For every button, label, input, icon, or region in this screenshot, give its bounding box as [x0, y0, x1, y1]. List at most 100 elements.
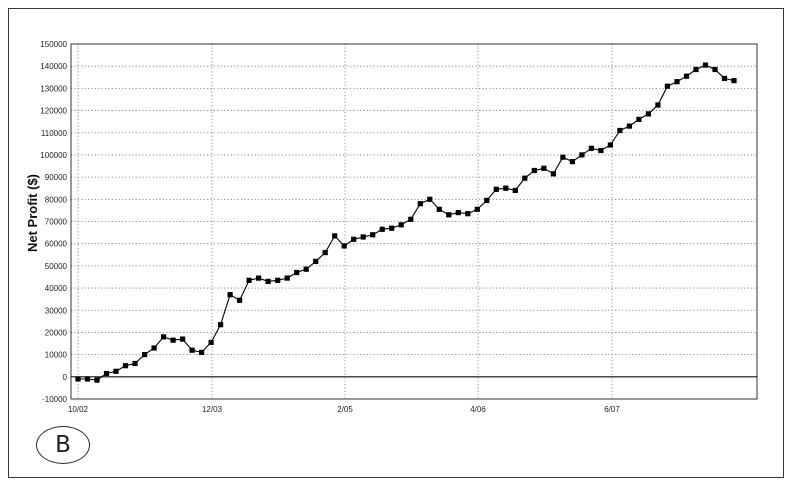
- series-net-profit: [75, 62, 737, 383]
- data-point: [294, 269, 300, 276]
- data-point: [579, 152, 585, 158]
- data-point: [550, 171, 556, 177]
- y-tick-label: 20000: [45, 328, 68, 337]
- data-point: [341, 243, 347, 249]
- data-point: [446, 212, 452, 218]
- data-point: [237, 297, 243, 303]
- y-tick-label: 120000: [40, 107, 67, 116]
- data-point: [712, 66, 718, 73]
- data-point: [84, 376, 91, 382]
- data-point: [655, 102, 661, 108]
- y-tick-label: 110000: [41, 129, 68, 138]
- data-point: [569, 159, 575, 165]
- data-point: [246, 277, 252, 283]
- data-point: [683, 73, 690, 79]
- data-point: [484, 197, 490, 203]
- y-tick-label: 60000: [45, 240, 68, 249]
- data-point: [142, 352, 148, 358]
- data-point: [693, 66, 699, 73]
- data-point: [636, 116, 642, 122]
- x-tick-label: 4/06: [470, 405, 486, 414]
- data-point: [455, 210, 461, 216]
- y-tick-label: 0: [63, 373, 68, 382]
- data-point: [607, 142, 613, 148]
- axes: [70, 43, 758, 400]
- grid-lines: [71, 43, 757, 400]
- data-point: [474, 206, 480, 212]
- data-point: [151, 345, 157, 351]
- data-point: [227, 292, 233, 298]
- data-point: [522, 175, 528, 181]
- data-point: [275, 277, 281, 283]
- y-tick-label: 70000: [45, 218, 68, 227]
- data-point: [313, 258, 319, 264]
- data-point: [408, 216, 414, 222]
- x-tick-label: 6/07: [604, 405, 620, 414]
- plot-area-border: [70, 43, 758, 400]
- y-tick-label: 40000: [45, 284, 68, 293]
- data-point: [170, 337, 176, 343]
- figure-label-badge: B: [36, 426, 90, 464]
- data-point: [427, 196, 433, 202]
- data-point: [256, 275, 262, 281]
- y-tick-label: 100000: [40, 151, 67, 160]
- data-point: [161, 334, 167, 340]
- data-point: [588, 145, 594, 151]
- data-point: [417, 201, 423, 207]
- y-axis-label: Net Profit ($): [25, 174, 40, 252]
- data-point: [113, 368, 119, 374]
- x-tick-label: 12/03: [202, 405, 223, 414]
- data-point: [122, 363, 129, 369]
- y-tick-label: 30000: [45, 306, 68, 315]
- y-tick-label: 50000: [45, 262, 68, 271]
- data-point: [218, 322, 224, 328]
- data-point: [398, 222, 404, 228]
- chart-frame: [8, 8, 784, 478]
- data-point: [702, 62, 709, 68]
- data-point: [370, 232, 376, 238]
- data-point: [75, 376, 81, 382]
- data-point: [332, 233, 338, 239]
- y-tick-label: 80000: [45, 195, 68, 204]
- data-point: [731, 78, 737, 84]
- data-point: [103, 370, 110, 377]
- data-point: [351, 236, 357, 242]
- data-point: [303, 266, 309, 272]
- data-point: [265, 278, 271, 284]
- x-tick-label: 10/02: [68, 405, 89, 414]
- data-point: [560, 154, 566, 160]
- data-point: [493, 186, 499, 192]
- data-point: [721, 75, 728, 81]
- y-tick-label: 130000: [40, 84, 67, 93]
- data-point: [674, 79, 680, 85]
- y-tick-label: 150000: [40, 40, 67, 49]
- data-point: [379, 226, 385, 232]
- y-tick-label: 140000: [40, 62, 67, 71]
- data-point: [132, 360, 138, 367]
- data-point: [389, 225, 395, 231]
- data-point: [208, 339, 214, 345]
- data-point: [322, 250, 328, 256]
- series-line: [78, 64, 735, 381]
- data-point: [664, 83, 670, 89]
- data-point: [531, 167, 537, 174]
- data-point: [512, 187, 518, 193]
- y-tick-label: 10000: [45, 351, 68, 360]
- data-point: [94, 377, 100, 383]
- data-point: [180, 336, 186, 342]
- tick-labels: -10000 0 10000 20000 30000 40000 50000 60000 700…: [40, 40, 620, 414]
- data-point: [284, 275, 290, 281]
- y-tick-label: 90000: [45, 173, 68, 182]
- x-tick-label: 2/05: [337, 405, 353, 414]
- data-point: [189, 347, 195, 353]
- data-point: [503, 185, 509, 191]
- data-point: [617, 127, 623, 134]
- y-tick-label: -10000: [42, 395, 67, 404]
- data-point: [436, 206, 442, 212]
- data-point: [199, 349, 205, 355]
- data-point: [645, 111, 651, 117]
- data-point: [541, 165, 547, 171]
- data-point: [598, 147, 604, 154]
- data-point: [465, 211, 471, 217]
